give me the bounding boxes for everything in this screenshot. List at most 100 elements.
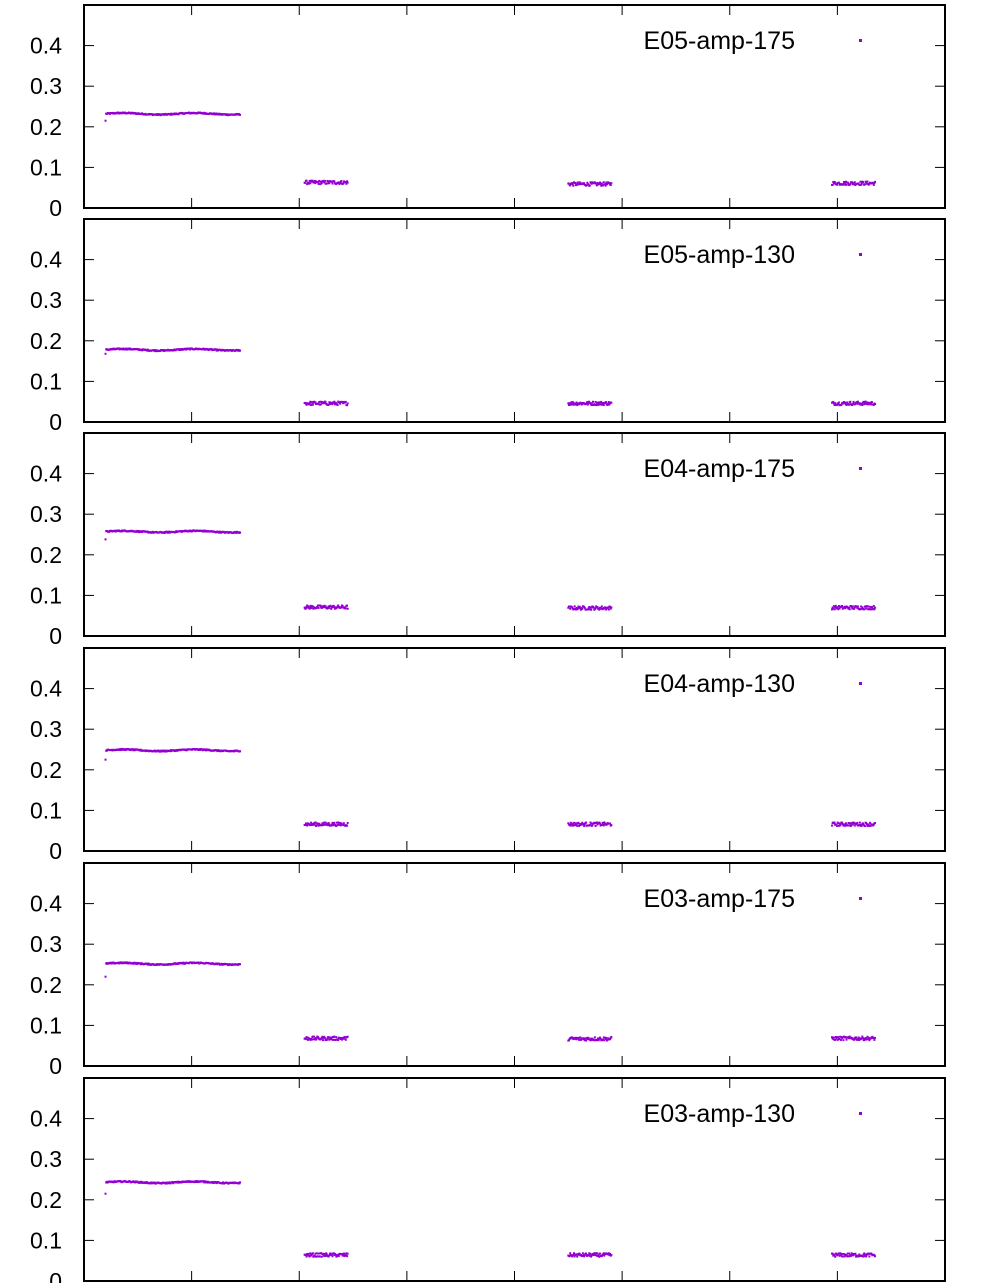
data-point — [315, 1252, 318, 1255]
y-tick-label: 0.3 — [30, 716, 62, 742]
data-point — [146, 963, 149, 966]
data-point — [596, 1038, 599, 1041]
data-point — [863, 402, 866, 405]
data-point — [869, 824, 872, 827]
data-point — [874, 822, 877, 824]
data-point — [845, 183, 848, 186]
data-point — [567, 822, 570, 825]
data-point — [308, 607, 311, 610]
data-point — [330, 401, 333, 404]
data-point — [310, 1038, 313, 1041]
data-point — [585, 1039, 588, 1042]
data-point — [573, 1252, 576, 1255]
data-point — [604, 183, 607, 186]
data-point — [600, 400, 603, 403]
data-point — [849, 1254, 852, 1257]
data-point — [592, 1252, 594, 1255]
data-point — [596, 401, 599, 404]
data-point — [342, 182, 345, 185]
data-point — [344, 1036, 347, 1039]
data-point — [216, 348, 219, 351]
data-point — [333, 1035, 336, 1038]
data-point — [855, 1036, 858, 1039]
data-point — [841, 604, 844, 607]
data-point — [340, 1038, 343, 1041]
data-point — [579, 607, 582, 610]
data-point — [571, 822, 574, 825]
y-tick-label: 0.4 — [30, 33, 62, 59]
data-point — [337, 821, 340, 824]
data-point — [858, 183, 861, 186]
data-point — [602, 1253, 605, 1256]
data-point — [318, 403, 321, 406]
data-point — [837, 824, 840, 827]
data-point — [834, 402, 837, 405]
data-point — [852, 400, 855, 403]
data-point — [309, 821, 312, 824]
data-point — [308, 402, 311, 405]
data-point — [597, 1254, 600, 1257]
data-point — [600, 182, 603, 185]
data-point — [595, 402, 598, 405]
data-point — [222, 1181, 224, 1184]
data-point — [311, 403, 314, 406]
data-point — [607, 401, 610, 404]
data-point — [189, 348, 192, 351]
data-point — [339, 402, 342, 405]
data-point — [605, 1036, 608, 1039]
data-point — [598, 1037, 601, 1040]
data-cluster — [830, 400, 877, 407]
data-point — [569, 821, 572, 824]
data-point — [305, 403, 308, 406]
data-point — [321, 1252, 324, 1255]
data-point — [600, 823, 603, 826]
data-point — [874, 180, 877, 183]
data-point — [595, 184, 598, 187]
data-point — [330, 1253, 333, 1256]
data-point — [600, 1255, 603, 1258]
data-point — [851, 1037, 854, 1040]
data-point — [238, 1182, 241, 1185]
y-tick-label: 0.3 — [30, 931, 62, 957]
data-point — [312, 401, 315, 404]
data-point — [594, 824, 597, 827]
data-point — [313, 1035, 316, 1038]
data-point — [333, 400, 336, 403]
data-point — [328, 823, 331, 826]
data-point — [320, 180, 323, 183]
data-point — [596, 181, 599, 184]
data-point — [603, 1254, 606, 1257]
data-point — [851, 823, 854, 826]
data-point — [847, 182, 850, 185]
data-point — [104, 1192, 107, 1195]
data-point — [132, 749, 135, 752]
data-point — [868, 1039, 871, 1042]
data-point — [331, 1255, 334, 1258]
data-point — [588, 606, 591, 609]
data-point — [578, 824, 581, 827]
data-point — [854, 1037, 857, 1040]
legend-label: E04-amp-130 — [644, 670, 795, 698]
data-point — [579, 1036, 582, 1039]
data-point — [346, 180, 349, 183]
data-cluster — [830, 604, 877, 611]
data-point — [305, 179, 308, 182]
data-point — [849, 183, 852, 186]
data-point — [593, 181, 596, 184]
data-point — [578, 606, 581, 609]
data-point — [585, 184, 588, 187]
y-tick-label: 0 — [49, 409, 62, 435]
data-cluster — [303, 400, 349, 407]
data-point — [602, 184, 605, 187]
data-point — [316, 604, 319, 607]
data-point — [344, 1038, 347, 1041]
data-point — [860, 824, 863, 827]
data-point — [605, 608, 608, 611]
data-point — [598, 821, 601, 824]
data-cluster — [104, 529, 242, 541]
data-point — [308, 403, 311, 406]
chart-panel-3: 0 0.1 0.2 0.3 0.4 E04-amp-175 — [30, 432, 946, 649]
data-point — [322, 606, 325, 609]
data-point — [581, 607, 584, 610]
data-point — [857, 1036, 860, 1039]
